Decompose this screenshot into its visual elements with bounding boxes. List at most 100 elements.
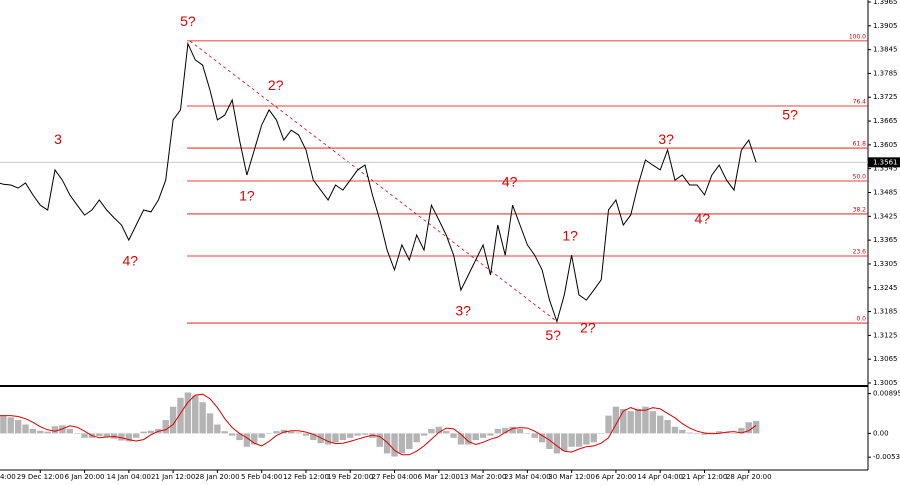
- wave-label: 4?: [694, 211, 710, 227]
- wave-label: 5?: [782, 107, 798, 123]
- osc-y-tick-label: -0.00534: [873, 453, 900, 461]
- osc-bar: [199, 402, 206, 434]
- osc-bar: [664, 420, 671, 434]
- osc-bar: [96, 433, 103, 437]
- osc-bar: [738, 428, 745, 434]
- osc-bar: [730, 433, 738, 434]
- osc-bar: [81, 433, 88, 438]
- y-tick-label: 1.3605: [873, 141, 898, 149]
- osc-bar: [612, 406, 620, 434]
- fib-label: 50.0: [853, 173, 867, 180]
- osc-bar: [723, 432, 730, 434]
- x-tick-label: 12 Feb 12:00: [283, 473, 329, 481]
- y-tick-label: 1.3845: [873, 46, 898, 54]
- osc-bar: [0, 415, 7, 434]
- x-tick-label: 29 Dec 12:00: [17, 473, 64, 481]
- x-tick-label: 28 Jan 20:00: [195, 473, 239, 481]
- osc-bar: [398, 433, 406, 454]
- x-tick-label: 13 Mar 20:00: [460, 473, 507, 481]
- x-tick-label: 21 Apr 12:00: [682, 473, 728, 481]
- osc-bar: [450, 433, 457, 438]
- x-tick-label: 6 Apr 20:00: [595, 473, 636, 481]
- osc-bar: [66, 428, 73, 434]
- wave-label: 1?: [562, 228, 578, 244]
- osc-bar: [457, 433, 465, 445]
- osc-bar: [516, 428, 524, 434]
- y-tick-label: 1.3725: [873, 93, 898, 101]
- y-tick-label: 1.3785: [873, 69, 898, 77]
- osc-bar: [716, 431, 723, 434]
- osc-bar: [288, 431, 295, 434]
- osc-bar: [561, 433, 568, 452]
- wave-label: 4?: [502, 174, 518, 190]
- x-tick-label: 27 Feb 04:00: [372, 473, 418, 481]
- y-tick-label: 1.3665: [873, 117, 898, 125]
- y-tick-label: 1.3125: [873, 331, 898, 339]
- osc-bar: [243, 433, 251, 447]
- fib-label: 0.0: [856, 316, 866, 323]
- x-tick-label: 6 Mar 12:00: [418, 473, 460, 481]
- x-tick-label: 6 Jan 20:00: [65, 473, 105, 481]
- osc-bar: [701, 433, 708, 435]
- osc-bar: [133, 433, 140, 438]
- osc-bar: [302, 433, 310, 436]
- osc-bar: [251, 433, 258, 445]
- osc-bar: [472, 433, 479, 441]
- wave-label: 2?: [268, 77, 284, 93]
- wave-label: 1?: [239, 188, 255, 204]
- osc-bar: [376, 433, 383, 447]
- wave-label: 5?: [180, 13, 196, 29]
- osc-bar: [391, 433, 398, 457]
- x-tick-label: 30 Mar 12:00: [548, 473, 595, 481]
- x-tick-label: 14 Apr 04:00: [637, 473, 683, 481]
- osc-bar: [140, 431, 147, 434]
- osc-bar: [708, 432, 716, 434]
- wave-label: 3: [54, 131, 62, 147]
- wave-label: 5?: [545, 327, 561, 343]
- fib-label: 76.4: [853, 98, 867, 105]
- x-tick-label: 4:00: [0, 473, 16, 481]
- osc-bar: [214, 424, 221, 434]
- wave-label: 2?: [580, 320, 596, 336]
- osc-bar: [51, 426, 59, 434]
- osc-bar: [236, 433, 243, 441]
- osc-bar: [73, 433, 81, 434]
- osc-bar: [634, 408, 642, 434]
- x-tick-label: 5 Feb 04:00: [241, 473, 282, 481]
- y-tick-label: 1.3005: [873, 379, 898, 387]
- osc-bar: [546, 433, 553, 449]
- osc-bar: [22, 424, 29, 434]
- osc-bar: [657, 415, 664, 434]
- osc-bar: [406, 433, 413, 449]
- osc-bar: [103, 433, 110, 437]
- osc-bar: [295, 432, 302, 434]
- price-line: [0, 41, 757, 324]
- osc-bar: [7, 417, 14, 434]
- osc-bar: [487, 433, 494, 436]
- osc-bar: [29, 428, 37, 434]
- y-tick-label: 1.3245: [873, 284, 898, 292]
- fib-label: 23.6: [853, 249, 867, 256]
- wave-label: 3?: [455, 303, 471, 319]
- osc-bar: [413, 433, 420, 443]
- osc-bar: [590, 433, 597, 443]
- osc-bar: [509, 426, 516, 434]
- osc-bar: [361, 433, 369, 435]
- osc-bar: [228, 433, 236, 436]
- osc-y-tick-label: 0.00895: [873, 390, 900, 398]
- osc-bar: [620, 408, 627, 434]
- osc-bar: [745, 422, 752, 434]
- x-tick-label: 23 Mar 04:00: [504, 473, 551, 481]
- osc-bar: [642, 406, 649, 434]
- x-tick-label: 21 Jan 12:00: [151, 473, 195, 481]
- osc-bar: [693, 433, 701, 434]
- osc-bar: [162, 420, 169, 434]
- y-tick-label: 1.3485: [873, 189, 898, 197]
- osc-bar: [494, 428, 502, 434]
- osc-bar: [649, 411, 657, 434]
- osc-bar: [583, 433, 590, 445]
- osc-bar: [192, 395, 199, 434]
- trend-line: [189, 40, 556, 321]
- y-tick-label: 1.3305: [873, 260, 898, 268]
